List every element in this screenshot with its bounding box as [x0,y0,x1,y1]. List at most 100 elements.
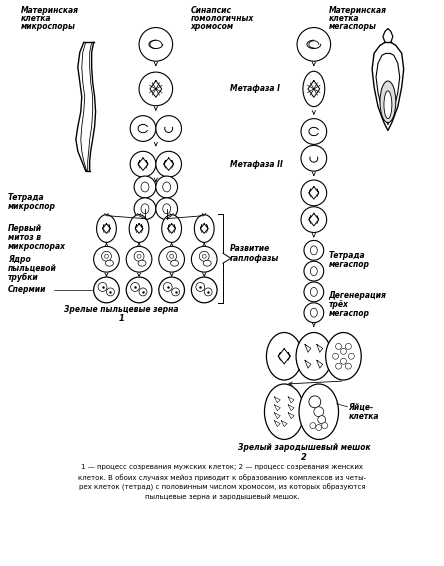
Circle shape [336,363,341,369]
Circle shape [130,115,156,142]
Circle shape [139,28,173,61]
Circle shape [102,251,111,261]
Circle shape [126,246,152,272]
Ellipse shape [296,332,332,380]
Ellipse shape [326,332,361,380]
Circle shape [304,261,324,281]
Circle shape [333,353,338,359]
Text: Зрелые пыльцевые зерна: Зрелые пыльцевые зерна [64,305,178,314]
Circle shape [107,288,115,296]
Ellipse shape [163,182,170,192]
Circle shape [322,423,328,428]
Circle shape [191,277,217,303]
Circle shape [163,282,172,291]
Circle shape [309,396,321,408]
Ellipse shape [384,91,392,119]
Text: мегаспор: мегаспор [329,309,370,318]
Circle shape [156,151,182,177]
Text: пыльцевой: пыльцевой [8,264,56,273]
Circle shape [318,415,326,423]
Circle shape [134,198,156,220]
Circle shape [170,254,174,258]
Text: Синапсис: Синапсис [190,6,231,15]
Text: рех клеток (тетрад) с половинным числом хромосом, из которых образуются: рех клеток (тетрад) с половинным числом … [79,484,365,491]
Text: Ядро: Ядро [8,255,31,264]
Circle shape [349,353,354,359]
Circle shape [204,288,212,296]
Circle shape [341,348,346,354]
Ellipse shape [310,267,317,276]
Circle shape [345,344,351,349]
Circle shape [310,423,316,428]
Text: гомологичных: гомологичных [190,14,254,23]
Ellipse shape [163,204,170,214]
Ellipse shape [266,332,302,380]
Circle shape [341,358,346,364]
Ellipse shape [170,260,178,266]
Text: 2: 2 [301,453,307,462]
Circle shape [336,344,341,349]
Circle shape [139,72,173,106]
Text: трубки: трубки [8,272,39,282]
Text: митоз в: митоз в [8,233,41,242]
Text: 1 — процесс созревания мужских клеток; 2 — процесс созревания женских: 1 — процесс созревания мужских клеток; 2… [81,464,363,470]
Text: 1: 1 [119,314,124,323]
Text: пыльцевые зерна и зародышевый мешок.: пыльцевые зерна и зародышевый мешок. [145,494,299,500]
Circle shape [301,145,327,171]
Text: мегаспоры: мегаспоры [329,22,377,31]
Circle shape [304,241,324,260]
Circle shape [159,277,184,303]
Text: микроспоры: микроспоры [20,22,75,31]
Circle shape [94,277,119,303]
Circle shape [304,303,324,323]
Text: Развитие: Развитие [230,244,270,253]
Ellipse shape [310,288,317,297]
Ellipse shape [97,215,116,242]
Text: Спермии: Спермии [8,285,46,294]
Circle shape [156,176,178,198]
Ellipse shape [310,308,317,317]
Circle shape [301,207,327,233]
Text: Яйце-: Яйце- [349,402,373,411]
Text: Материнская: Материнская [20,6,79,15]
Text: Тетрада: Тетрада [8,194,44,202]
Circle shape [166,251,177,261]
Circle shape [301,180,327,206]
Circle shape [304,282,324,302]
Text: хромосом: хромосом [190,22,234,31]
Ellipse shape [141,182,149,192]
Circle shape [156,198,178,220]
Circle shape [137,254,141,258]
Ellipse shape [141,204,149,214]
Circle shape [196,282,205,291]
Circle shape [156,115,182,142]
Circle shape [139,288,147,296]
Circle shape [94,246,119,272]
Text: мегаспор: мегаспор [329,260,370,269]
Circle shape [134,251,144,261]
Ellipse shape [265,384,304,439]
Text: микроспор: микроспор [8,202,56,211]
Circle shape [199,251,209,261]
Ellipse shape [303,71,325,106]
Ellipse shape [129,215,149,242]
Text: клеток. В обоих случаях мейоз приводит к образованию комплексов из четы-: клеток. В обоих случаях мейоз приводит к… [78,474,366,481]
Ellipse shape [106,260,113,266]
Text: Дегенерация: Дегенерация [329,291,387,301]
Text: клетка: клетка [20,14,51,23]
Text: клетка: клетка [349,412,379,421]
Circle shape [297,28,331,61]
Circle shape [126,277,152,303]
Circle shape [202,254,206,258]
Text: Метафаза II: Метафаза II [230,160,283,169]
Ellipse shape [203,260,211,266]
Circle shape [314,407,324,417]
Text: Первый: Первый [8,224,42,233]
Ellipse shape [299,384,338,439]
Text: микроспорах: микроспорах [8,242,66,251]
Circle shape [98,282,107,291]
Ellipse shape [162,215,182,242]
Circle shape [159,246,184,272]
Ellipse shape [310,246,317,255]
Text: Метафаза I: Метафаза I [230,84,280,93]
